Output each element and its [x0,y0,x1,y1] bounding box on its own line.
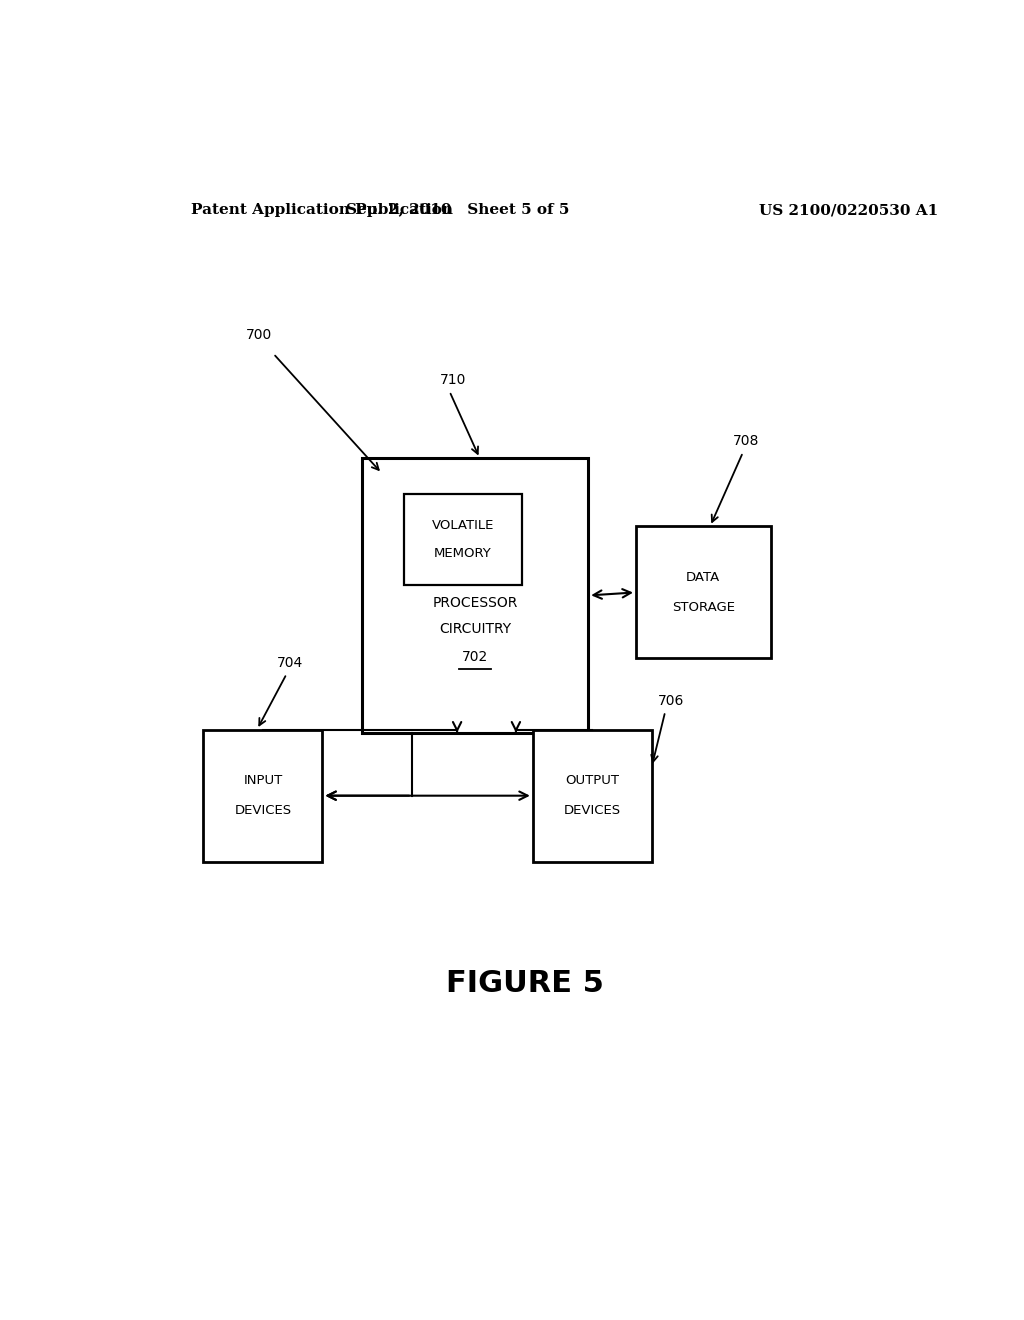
Text: INPUT: INPUT [244,774,283,787]
Text: 708: 708 [733,434,759,447]
Text: CIRCUITRY: CIRCUITRY [439,622,511,636]
Text: 704: 704 [278,656,303,669]
Bar [204,730,323,862]
Text: STORAGE: STORAGE [672,601,735,614]
Bar [636,527,771,659]
Text: OUTPUT: OUTPUT [565,774,620,787]
Text: Sep. 2, 2010   Sheet 5 of 5: Sep. 2, 2010 Sheet 5 of 5 [346,203,569,216]
Text: 710: 710 [440,374,466,387]
Bar [362,458,588,733]
Bar [404,494,521,585]
Text: FIGURE 5: FIGURE 5 [445,969,604,998]
Text: MEMORY: MEMORY [434,548,492,560]
Text: VOLATILE: VOLATILE [432,519,495,532]
Text: US 2100/0220530 A1: US 2100/0220530 A1 [759,203,938,216]
Text: 702: 702 [462,651,488,664]
Text: PROCESSOR: PROCESSOR [432,595,518,610]
Text: 700: 700 [246,329,271,342]
Text: DEVICES: DEVICES [563,804,621,817]
Text: 706: 706 [658,694,684,709]
Text: Patent Application Publication: Patent Application Publication [191,203,454,216]
Bar [532,730,652,862]
Text: DEVICES: DEVICES [234,804,292,817]
Text: DATA: DATA [686,570,721,583]
